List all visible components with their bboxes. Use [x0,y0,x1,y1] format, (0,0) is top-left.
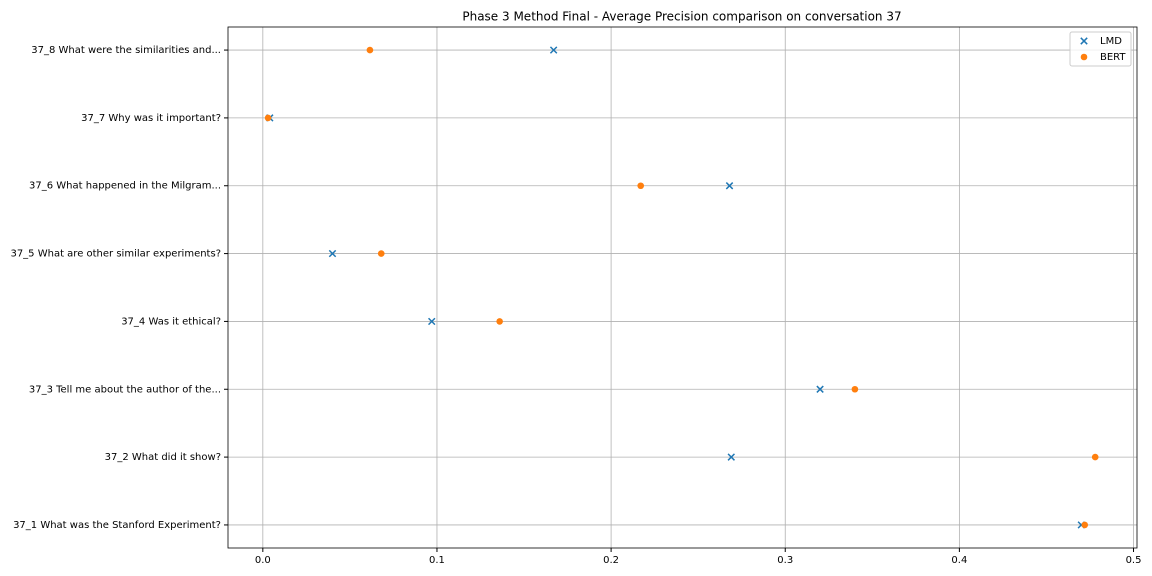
x-tick-label: 0.4 [951,555,967,566]
legend-label: LMD [1100,36,1122,47]
y-tick-label: 37_7 Why was it important? [81,113,221,124]
point [264,114,272,122]
legend-label: BERT [1100,52,1126,63]
point [496,318,503,325]
point [377,250,385,257]
y-tick-label: 37_6 What happened in the Milgram... [29,181,221,192]
x-tick-label: 0.0 [255,555,271,566]
y-tick-label: 37_3 Tell me about the author of the... [29,384,221,395]
plot-frame [227,26,1138,549]
point [816,385,824,393]
point-stroke [428,317,436,326]
legend-marker [1080,37,1088,45]
chart-title: Phase 3 Method Final - Average Precision… [462,10,901,24]
point [366,46,374,54]
point [428,317,436,326]
y-tick-label: 37_5 What are other similar experiments? [10,249,221,260]
point-stroke [549,46,558,54]
point [725,182,734,190]
point-stroke [328,249,337,258]
x-tick-label: 0.5 [1126,555,1142,566]
point [851,385,859,393]
point [328,249,337,258]
point [549,46,558,54]
point-stroke [725,182,734,190]
point [727,453,735,461]
legend-marker [1080,53,1088,61]
x-tick-label: 0.3 [777,555,793,566]
y-tick-label: 37_8 What were the similarities and... [31,45,221,56]
point-stroke [816,385,824,393]
y-tick-label: 37_2 What did it show? [105,452,221,463]
x-tick-label: 0.2 [603,555,619,566]
legend-marker-stroke [1080,37,1088,45]
x-tick-label: 0.1 [429,555,445,566]
y-tick-label: 37_4 Was it ethical? [121,316,221,327]
point-stroke [727,453,735,461]
point [637,182,645,190]
point [1091,453,1099,461]
y-tick-label: 37_1 What was the Stanford Experiment? [13,520,221,531]
point [1081,521,1089,529]
